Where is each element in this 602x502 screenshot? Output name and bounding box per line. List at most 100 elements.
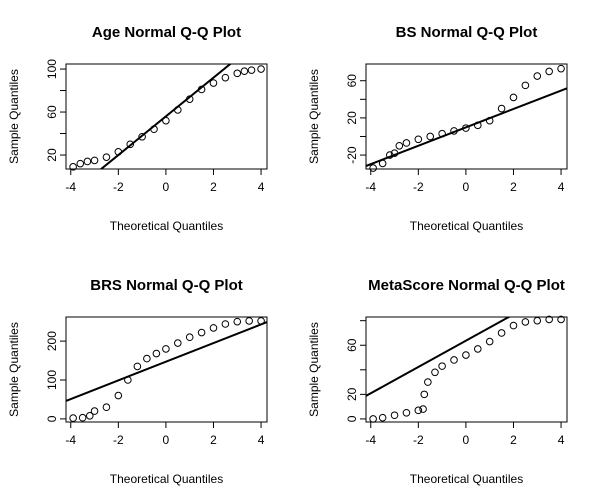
x-tick-label: -4 <box>365 433 376 447</box>
point <box>369 415 377 423</box>
point <box>485 337 494 346</box>
y-axis-label: Sample Quantiles <box>7 69 21 164</box>
x-tick-label: 0 <box>463 433 470 447</box>
point <box>369 164 377 172</box>
reference-line <box>99 64 232 169</box>
x-tick-label: 0 <box>163 433 170 447</box>
point <box>245 317 253 325</box>
point <box>557 315 565 324</box>
x-tick-label: -2 <box>413 433 424 447</box>
point <box>69 414 77 422</box>
plot-box <box>65 316 268 423</box>
x-tick-label: -2 <box>413 180 424 194</box>
plot-box <box>365 63 568 170</box>
panel: MetaScore Normal Q-Q Plot Theoretical Qua… <box>307 277 568 486</box>
point <box>545 67 553 76</box>
point <box>185 95 194 103</box>
x-tick-label: -2 <box>113 433 124 447</box>
point <box>257 317 265 325</box>
x-tick-label: -4 <box>365 180 376 194</box>
reference-line <box>366 317 511 397</box>
x-axis-label: Theoretical Quantiles <box>110 472 223 486</box>
x-tick-label: -2 <box>113 180 124 194</box>
point <box>114 391 123 400</box>
panel: Age Normal Q-Q Plot Theoretical Quantiles… <box>7 24 268 233</box>
y-tick-label: 60 <box>45 105 59 119</box>
point <box>90 156 99 165</box>
point <box>509 321 518 330</box>
panel-title: BS Normal Q-Q Plot <box>396 24 538 41</box>
point <box>197 85 206 94</box>
point <box>209 79 218 87</box>
panel: BS Normal Q-Q Plot Theoretical Quantiles S… <box>307 24 568 233</box>
plot-box <box>65 63 268 170</box>
point <box>162 345 170 353</box>
point <box>438 362 446 370</box>
point <box>402 408 411 417</box>
point <box>450 127 458 135</box>
point <box>114 148 123 156</box>
point <box>233 69 242 78</box>
point <box>390 411 399 420</box>
x-axis-label: Theoretical Quantiles <box>410 219 523 233</box>
point <box>473 345 482 353</box>
point <box>378 413 387 422</box>
panel-title: Age Normal Q-Q Plot <box>92 24 241 41</box>
x-tick-label: -4 <box>65 180 76 194</box>
point <box>150 125 158 134</box>
point <box>209 324 218 332</box>
panel: BRS Normal Q-Q Plot Theoretical Quantiles… <box>7 277 268 486</box>
point <box>426 132 435 141</box>
y-tick-label: -20 <box>345 146 359 164</box>
x-tick-label: 0 <box>163 180 170 194</box>
point <box>173 106 182 114</box>
point <box>102 153 111 161</box>
plot-box <box>365 316 568 423</box>
point <box>240 67 249 76</box>
x-tick-label: -4 <box>65 433 76 447</box>
x-tick-label: 4 <box>558 433 565 447</box>
point <box>69 163 77 171</box>
y-tick-label: 0 <box>345 415 359 422</box>
point <box>85 411 94 420</box>
point <box>414 406 423 415</box>
point <box>185 333 194 342</box>
point <box>395 141 404 150</box>
point <box>414 135 423 144</box>
point <box>126 140 135 149</box>
point <box>257 65 265 73</box>
point <box>497 329 506 337</box>
point <box>497 104 506 113</box>
point <box>390 149 399 158</box>
point <box>462 124 470 132</box>
point <box>557 64 565 73</box>
point <box>143 354 151 363</box>
x-tick-label: 0 <box>463 180 470 194</box>
point <box>162 116 170 125</box>
point <box>247 66 256 74</box>
y-axis-label: Sample Quantiles <box>307 322 321 417</box>
panel-title: MetaScore Normal Q-Q Plot <box>368 277 565 294</box>
point <box>221 320 230 328</box>
y-tick-label: 100 <box>45 370 59 390</box>
point <box>102 403 111 412</box>
y-tick-label: 200 <box>45 331 59 351</box>
point <box>473 121 482 130</box>
point <box>378 159 387 168</box>
point <box>402 139 411 147</box>
point <box>521 318 530 326</box>
y-tick-label: 100 <box>45 59 59 79</box>
point <box>233 317 242 326</box>
point <box>138 132 146 141</box>
y-axis-label: Sample Quantiles <box>7 322 21 417</box>
point <box>419 405 427 413</box>
x-axis-label: Theoretical Quantiles <box>410 472 523 486</box>
x-tick-label: 4 <box>558 180 565 194</box>
point <box>90 407 99 415</box>
y-tick-label: 60 <box>345 74 359 88</box>
point <box>124 376 132 384</box>
point <box>521 81 530 90</box>
point <box>133 362 142 371</box>
point <box>173 339 182 347</box>
